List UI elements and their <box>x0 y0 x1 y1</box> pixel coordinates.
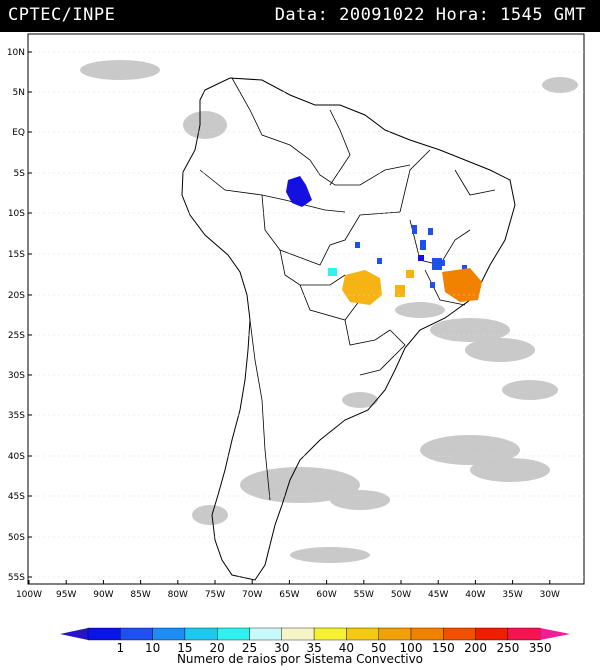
lat-label: 10S <box>8 209 25 219</box>
legend-label: 200 <box>464 641 487 655</box>
lat-label: 5S <box>14 169 26 179</box>
color-legend: 1 10 15 20 25 30 35 40 50 100 150 200 250 350 <box>60 627 571 655</box>
agency-label: CPTEC/INPE <box>8 5 116 25</box>
legend-swatch <box>410 627 444 641</box>
legend-label: 10 <box>145 641 160 655</box>
lat-label: 40S <box>8 452 25 462</box>
legend-label: 15 <box>177 641 192 655</box>
continent-outline <box>181 77 516 581</box>
legend-label: 350 <box>529 641 552 655</box>
legend-label: 1 <box>116 641 124 655</box>
legend-label: 100 <box>400 641 423 655</box>
legend-label: 20 <box>210 641 225 655</box>
legend-swatch <box>313 627 347 641</box>
legend-swatch <box>346 627 379 641</box>
cluster-amazon <box>286 176 312 207</box>
legend-swatch <box>216 627 250 641</box>
cluster-center-west <box>342 270 382 305</box>
lat-label: 55S <box>8 573 25 583</box>
lon-label: 95W <box>56 590 76 600</box>
cloud-cover <box>80 60 578 563</box>
lon-label: 90W <box>93 590 113 600</box>
lat-label: 50S <box>8 533 25 543</box>
lon-axis: 100W 95W 90W 85W 80W 75W 70W 65W 60W 55W 50W 45W 40W… <box>16 580 560 600</box>
lat-label: 5N <box>13 88 25 98</box>
legend-label: 50 <box>371 641 386 655</box>
legend-swatch <box>184 627 218 641</box>
lat-label: 45S <box>8 492 25 502</box>
lon-label: 75W <box>205 590 225 600</box>
lat-label: 20S <box>8 291 25 301</box>
header-bar: CPTEC/INPE Data: 20091022 Hora: 1545 GMT <box>0 0 600 32</box>
lat-label: 15S <box>8 250 25 260</box>
legend-swatch <box>281 627 315 641</box>
legend-label: 40 <box>339 641 354 655</box>
legend-swatch <box>87 627 121 641</box>
lon-label: 85W <box>130 590 150 600</box>
legend-swatch <box>378 627 412 641</box>
legend-swatch <box>152 627 186 641</box>
lat-label: 10N <box>7 48 25 58</box>
lon-label: 55W <box>354 590 374 600</box>
legend-swatch <box>507 627 541 641</box>
lon-label: 45W <box>428 590 448 600</box>
datetime-label: Data: 20091022 Hora: 1545 GMT <box>274 5 586 25</box>
legend-label: 250 <box>496 641 519 655</box>
lon-label: 100W <box>16 590 42 600</box>
legend-swatch <box>249 627 282 641</box>
lon-label: 30W <box>540 590 560 600</box>
lat-label: 35S <box>8 411 25 421</box>
legend-swatch <box>443 627 476 641</box>
lon-label: 65W <box>279 590 299 600</box>
legend-swatch <box>120 627 153 641</box>
lat-label: 30S <box>8 371 25 381</box>
cluster-minas <box>442 268 482 302</box>
legend-label: 150 <box>432 641 455 655</box>
lon-label: 60W <box>316 590 336 600</box>
lightning-clusters <box>286 176 482 305</box>
lon-label: 40W <box>465 590 485 600</box>
lon-label: 70W <box>242 590 262 600</box>
legend-caption: Numero de raios por Sistema Convectivo <box>176 652 424 666</box>
lat-axis: 10N 5N EQ 5S 10S 15S 20S 25S 30S 35S 40S 45S 50S 55S <box>7 48 32 583</box>
legend-arrow-right <box>540 628 571 640</box>
lat-label: EQ <box>12 128 25 138</box>
legend-swatch <box>475 627 509 641</box>
lon-label: 50W <box>391 590 411 600</box>
legend-label: 25 <box>242 641 257 655</box>
lat-label: 25S <box>8 331 25 341</box>
legend-label: 30 <box>274 641 289 655</box>
legend-arrow-left <box>60 628 88 640</box>
lon-label: 35W <box>502 590 522 600</box>
country-borders <box>199 77 496 501</box>
legend-label: 35 <box>306 641 321 655</box>
lon-label: 80W <box>168 590 188 600</box>
